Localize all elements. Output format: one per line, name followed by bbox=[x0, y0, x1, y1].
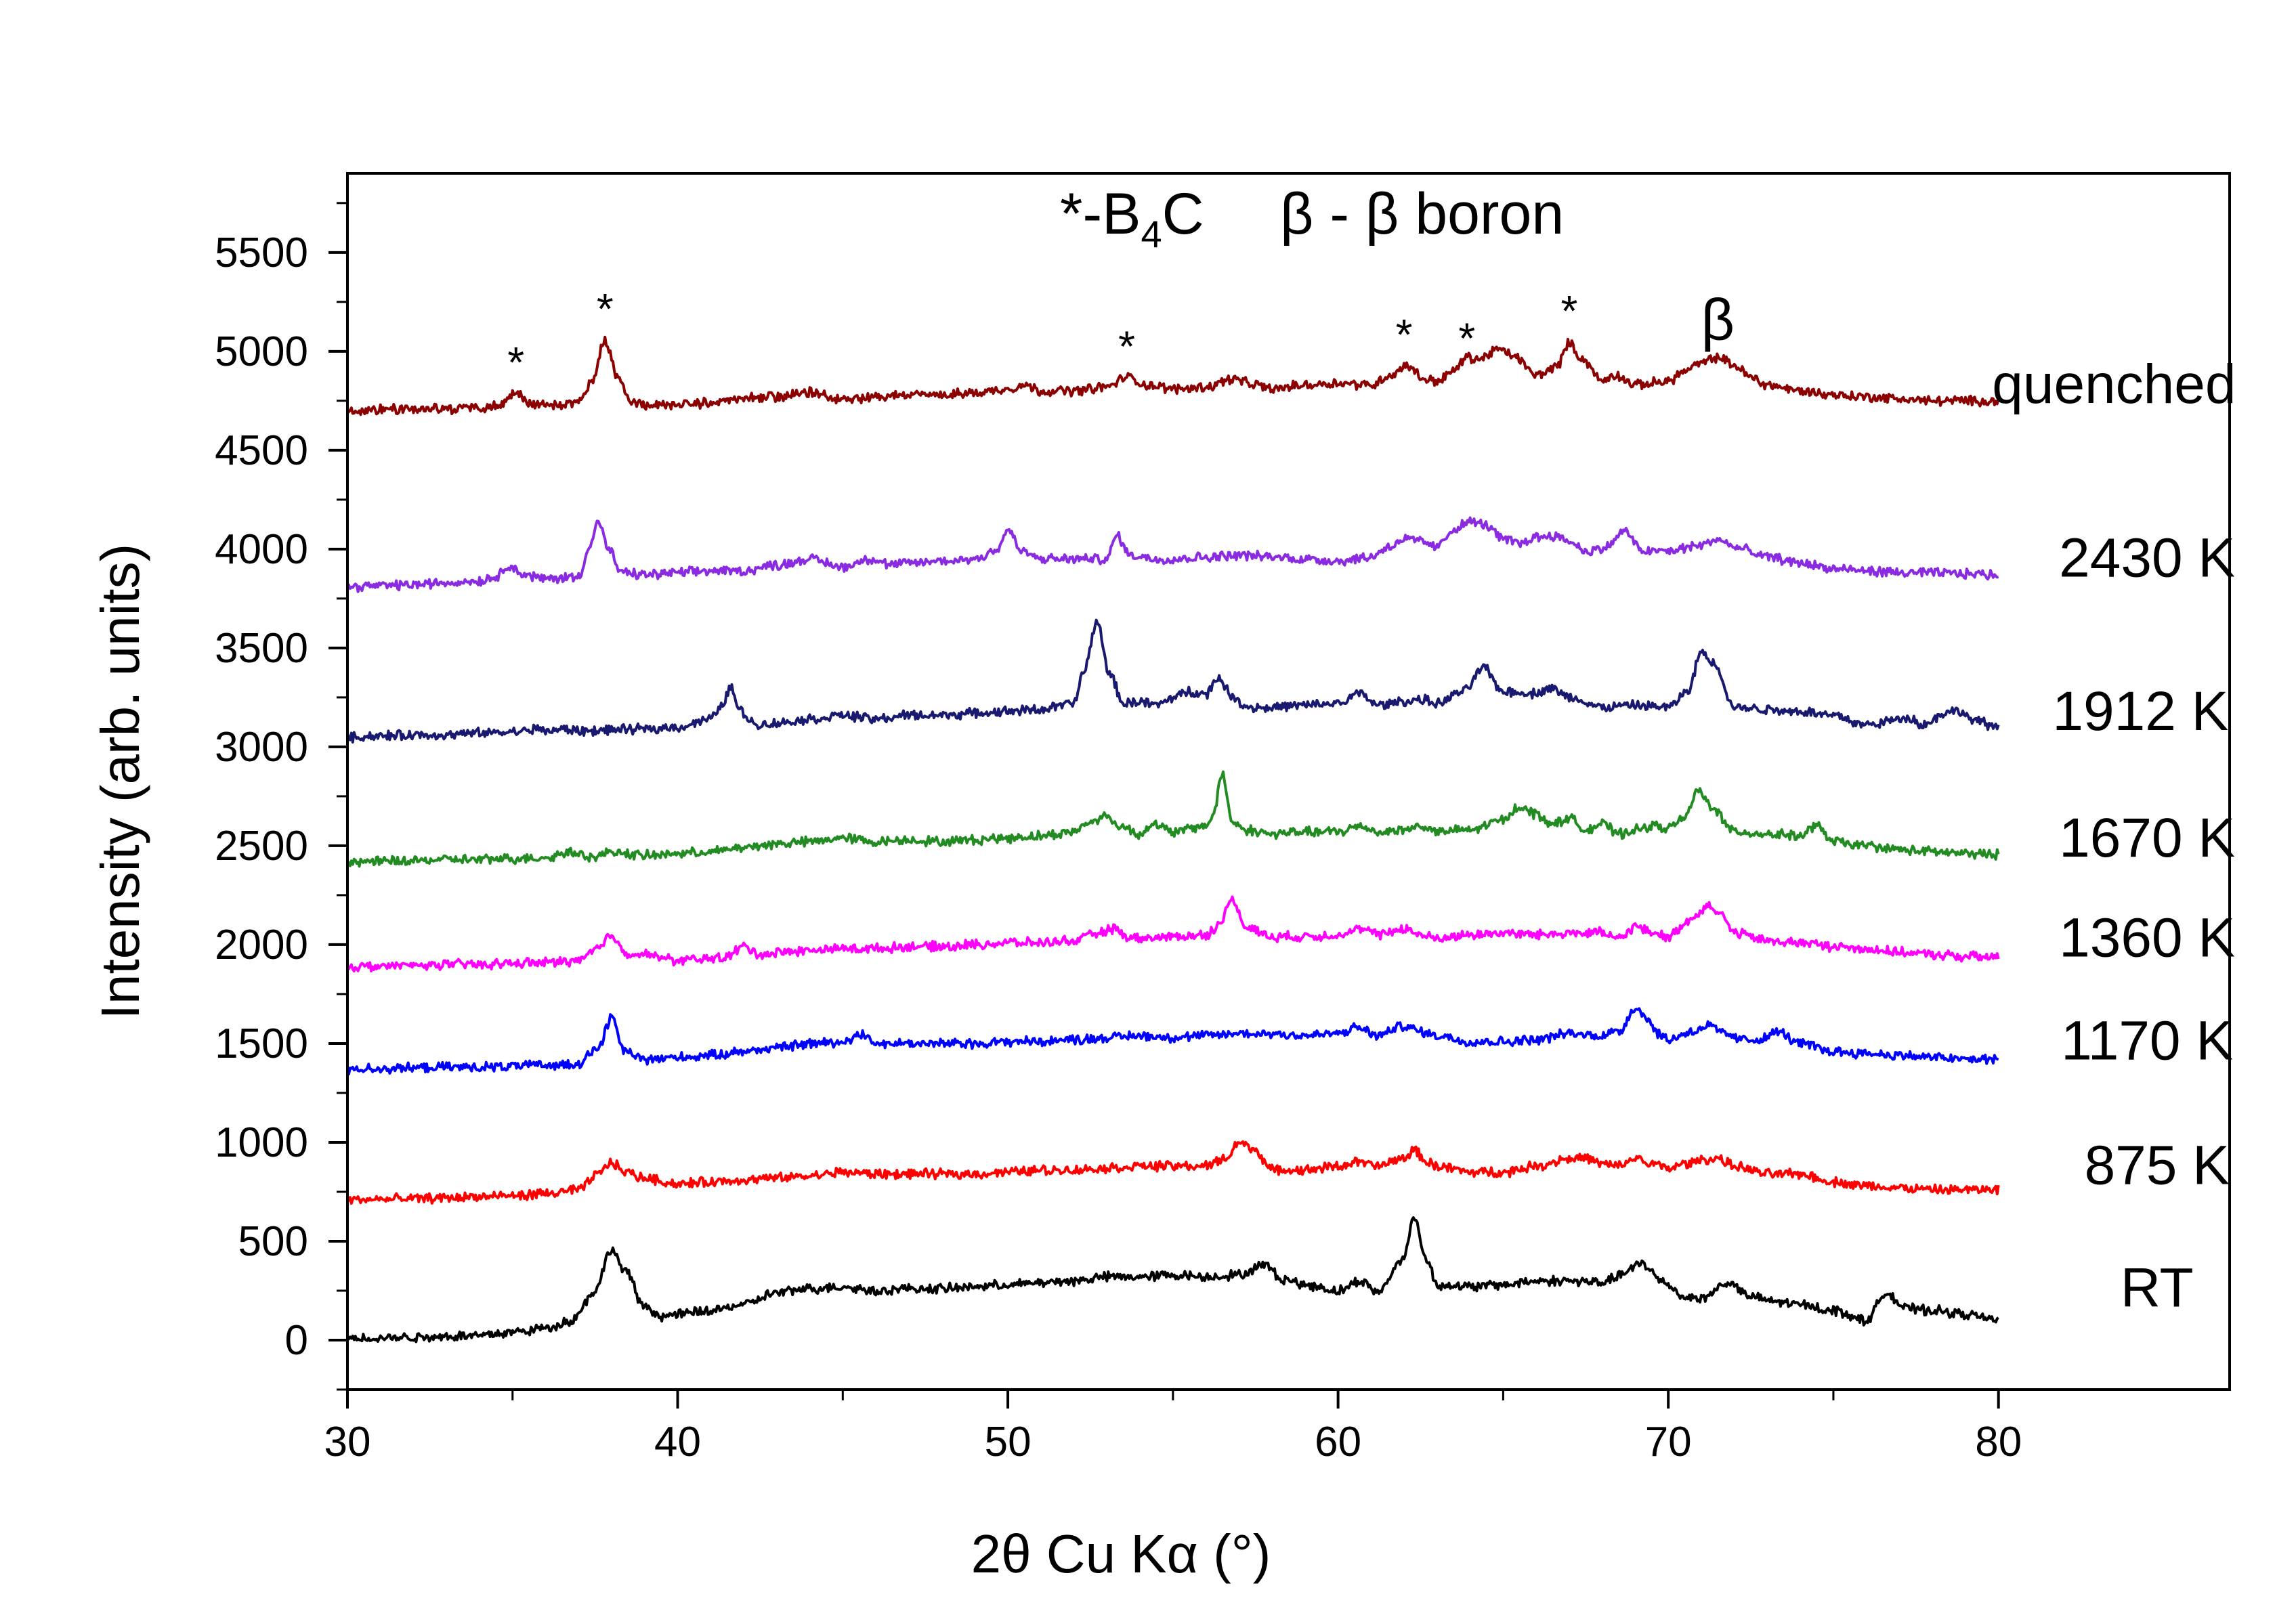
series-label-1912-k: 1912 K bbox=[2052, 681, 2228, 742]
series-line-1912-k bbox=[346, 618, 2000, 744]
legend: *-B4C β - β boron bbox=[1060, 181, 1564, 255]
b4c-peak-marker: * bbox=[597, 284, 614, 333]
series-label-1670-k: 1670 K bbox=[2059, 807, 2235, 869]
y-axis-title: Intensity (arb. units) bbox=[90, 544, 150, 1020]
plot-frame bbox=[346, 172, 2231, 1391]
legend-b4c-subscript: 4 bbox=[1141, 213, 1162, 255]
legend-text: *-B4C β - β boron bbox=[1060, 181, 1564, 255]
series-line-875-k bbox=[346, 1140, 2000, 1205]
label-layer: quenched 2430 K 1912 K 1670 K 1360 K 1170 K 87… bbox=[1992, 353, 2236, 1319]
series-line-1360-k bbox=[346, 895, 2000, 972]
series-line-1170-k bbox=[346, 1007, 1999, 1076]
legend-b4c-prefix: *-B bbox=[1060, 181, 1141, 246]
y-tick-label: 4500 bbox=[215, 427, 308, 474]
y-tick-label: 500 bbox=[238, 1218, 308, 1265]
series-line-quenched bbox=[347, 335, 2000, 416]
x-tick-label: 50 bbox=[985, 1419, 1032, 1465]
y-tick-label: 2000 bbox=[215, 922, 308, 968]
b4c-peak-marker: * bbox=[1458, 314, 1475, 363]
series-label-1360-k: 1360 K bbox=[2059, 907, 2235, 968]
x-tick-label: 70 bbox=[1645, 1419, 1692, 1465]
series-label-rt: RT bbox=[2121, 1257, 2194, 1318]
x-tick-label: 30 bbox=[324, 1419, 371, 1465]
b4c-peak-marker: * bbox=[1396, 310, 1413, 359]
x-tick-label: 80 bbox=[1975, 1419, 2022, 1465]
beta-peak-marker: β bbox=[1701, 287, 1735, 352]
series-label-2430-k: 2430 K bbox=[2059, 528, 2235, 589]
y-tick-label: 5500 bbox=[215, 230, 308, 276]
series-label-1170-k: 1170 K bbox=[2061, 1010, 2233, 1071]
legend-beta-boron: β - β boron bbox=[1280, 181, 1564, 246]
y-tick-label: 0 bbox=[285, 1317, 308, 1364]
y-tick-label: 3500 bbox=[215, 625, 308, 672]
y-tick-label: 1000 bbox=[215, 1119, 308, 1166]
b4c-peak-marker: * bbox=[1560, 286, 1577, 335]
y-tick-label: 3000 bbox=[215, 724, 308, 771]
series-line-1670-k bbox=[346, 770, 2000, 868]
legend-b4c-suffix: C bbox=[1162, 181, 1204, 246]
y-tick-label: 1500 bbox=[215, 1021, 308, 1067]
x-tick-label: 60 bbox=[1315, 1419, 1361, 1465]
annotation-layer: * * * * * * β bbox=[507, 284, 1735, 387]
series-label-875-k: 875 K bbox=[2085, 1134, 2230, 1196]
axis-layer: 30 40 50 60 70 80 0 500 1000 1500 2000 2500 3000 3500… bbox=[215, 202, 2022, 1465]
series-line-rt bbox=[347, 1216, 1999, 1344]
series-label-quenched: quenched bbox=[1992, 353, 2236, 415]
b4c-peak-marker: * bbox=[507, 338, 524, 387]
x-axis-title: 2θ Cu Kα (°) bbox=[971, 1524, 1271, 1584]
series-layer bbox=[346, 335, 2000, 1344]
series-line-2430-k bbox=[346, 516, 1999, 593]
x-tick-label: 40 bbox=[654, 1419, 701, 1465]
y-tick-label: 5000 bbox=[215, 328, 308, 375]
y-tick-label: 4000 bbox=[215, 526, 308, 573]
y-tick-label: 2500 bbox=[215, 823, 308, 869]
b4c-peak-marker: * bbox=[1118, 322, 1135, 370]
